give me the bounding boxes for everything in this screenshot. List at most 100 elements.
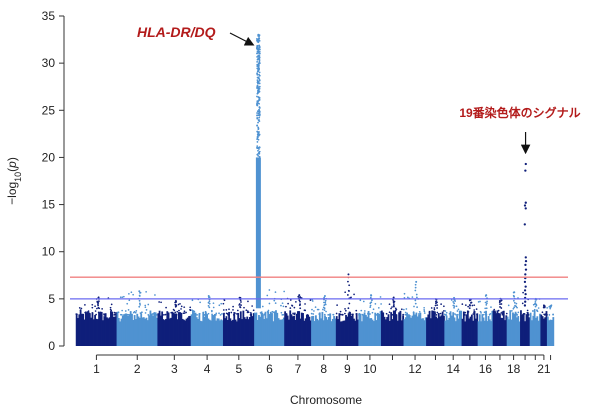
chromosome-11-band [390,312,393,346]
chromosome-3-band [158,310,161,346]
y-axis-title: −log10(p) [5,157,23,205]
hla-signal-point [256,45,259,47]
chromosome-16-point [485,311,487,314]
chromosome-10-band [370,318,373,346]
chromosome-13-point [434,312,436,315]
chromosome-6-band [277,318,280,346]
chromosome-13-band [443,315,445,346]
chr19-signal-points [523,162,528,307]
chromosome-3-point [180,305,183,308]
chromosome-16-peak-column-point [486,300,488,303]
hla-peak-point [257,33,260,36]
chromosome-19-point [523,312,526,315]
chromosome-2-point [134,311,137,314]
chromosome-7-band [285,313,288,346]
chromosome-14-band [452,312,455,346]
hla-signal-point [258,90,261,93]
chromosome-1-point [113,311,116,314]
chromosome-9-point [350,296,352,299]
hla-signal-point [258,48,261,51]
chromosome-9-point [341,313,344,316]
chromosome-6-band [267,311,270,346]
chromosome-4-point [219,314,222,316]
chromosome-5-band [235,321,238,346]
chromosome-1-band [90,317,93,346]
chromosome-11-band [396,320,399,346]
chromosome-6-band [276,312,279,346]
chromosome-10-point [360,309,363,312]
chromosome-4-point [207,312,210,315]
chromosome-15-band [476,313,479,346]
chromosome-11-points [380,296,404,346]
chromosome-10-point [374,303,377,305]
chromosome-11-band [387,314,390,346]
hla-signal-point [258,146,261,149]
chromosome-3-band [157,313,160,346]
chromosome-2-band [149,310,152,346]
chromosome-4-point [199,301,201,304]
chromosome-9-band [354,320,357,346]
chromosome-1-peak-column-point [97,296,100,299]
hla-signal-point [256,76,259,79]
chromosome-19-band [524,321,526,346]
chromosome-7-band [295,313,298,346]
chromosome-5-band [234,319,237,346]
chromosome-8-peak-column-point [324,301,327,304]
chromosome-9-point [355,313,358,315]
chromosome-15-band [462,311,465,346]
chromosome-11-band [394,310,397,346]
x-tick-label: 10 [363,362,377,376]
hla-signal-point [258,45,261,48]
chromosome-12-band [403,319,406,346]
chromosome-15-band [465,314,468,346]
chromosome-13-point [436,311,439,314]
chromosome-10-point [358,314,360,316]
chromosome-8-point [311,308,313,311]
chromosome-18-band [513,313,516,346]
chromosome-18-band [514,311,517,346]
chromosome-3-band [172,312,175,346]
chromosome-2-peak-column-point [139,291,141,294]
chromosome-5-peak-column-point [238,303,241,305]
chromosome-3-point [158,301,160,303]
chromosome-4-band [194,312,197,346]
hla-signal-point [256,112,258,114]
chromosome-3-band [186,317,189,346]
chromosome-13-band [441,311,444,346]
chromosome-12-band [418,314,420,346]
chromosome-1-band [106,317,108,346]
chromosome-9-peak-column-point [347,280,349,283]
chromosome-16-peak-column-point [484,295,487,297]
hla-signal-point [258,77,260,80]
chromosome-7-peak-column-point [299,307,302,310]
chromosome-2-point [144,312,147,314]
chromosome-1-band [78,314,81,346]
hla-signal-point [256,95,258,98]
chr19-signal-point [524,268,528,271]
hla-signal-point [256,52,258,55]
chromosome-15-point [476,313,478,316]
chromosome-10-band [371,319,374,346]
chr19-signal-point [523,280,527,284]
chromosome-20-band [529,312,532,346]
chromosome-7-point [287,302,289,305]
chromosome-5-band [225,316,228,346]
chromosome-2-band [121,315,124,346]
chromosome-17-point [497,313,500,315]
chromosome-5-band [250,313,253,346]
chromosome-4-point [194,313,197,316]
chromosome-8-point [323,313,326,316]
chromosome-8-band [315,315,317,346]
hla-signal-point [258,55,261,57]
chromosome-7-band [305,314,308,346]
chromosome-3-point [176,310,179,313]
hla-signal-point [256,72,258,75]
chromosome-8-point [317,308,320,311]
chromosome-11-point [390,312,393,314]
hla-signal-point [258,73,260,76]
chromosome-4-band [201,321,203,346]
chromosome-6-band [254,313,256,346]
chromosome-2-point [154,294,156,296]
chromosome-4-band [210,320,212,346]
